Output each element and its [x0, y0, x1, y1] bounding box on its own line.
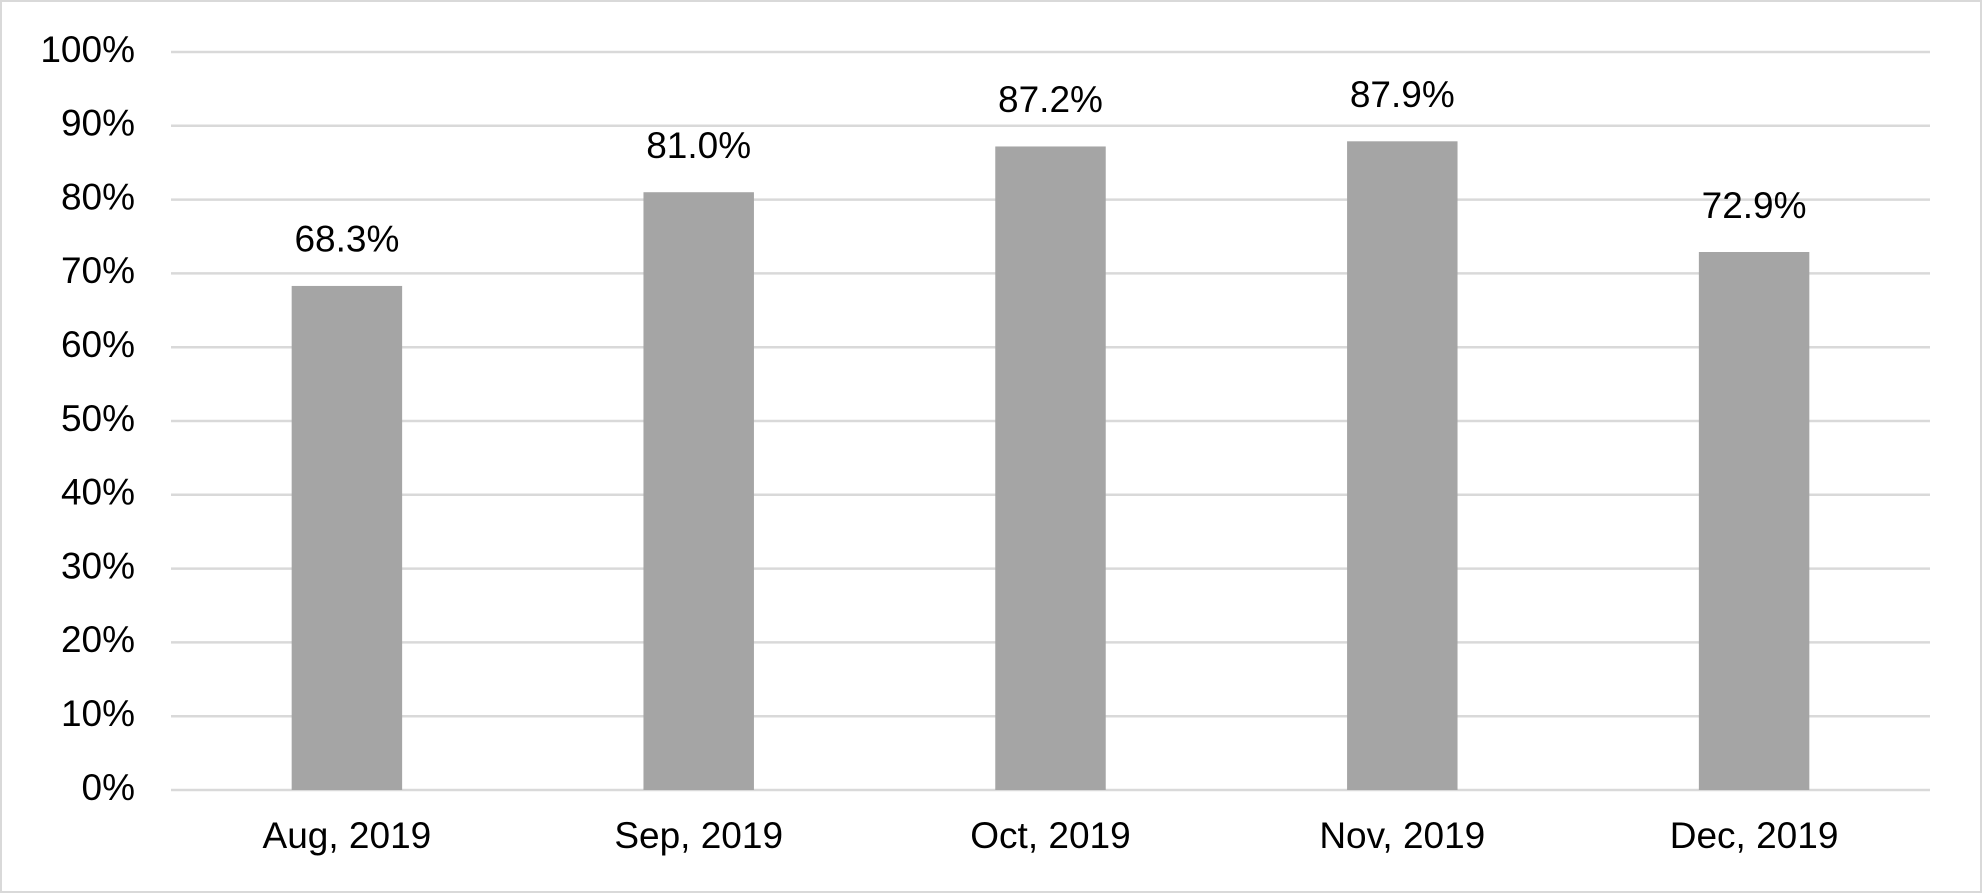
- value-label: 72.9%: [1702, 185, 1807, 226]
- y-tick-label: 60%: [61, 324, 135, 365]
- y-tick-label: 10%: [61, 693, 135, 734]
- value-label: 81.0%: [646, 125, 751, 166]
- bar: [995, 146, 1106, 791]
- x-tick-label: Dec, 2019: [1670, 815, 1839, 856]
- value-label: 68.3%: [294, 219, 399, 260]
- x-tick-label: Sep, 2019: [614, 815, 783, 856]
- y-tick-label: 20%: [61, 619, 135, 660]
- y-tick-label: 70%: [61, 250, 135, 291]
- y-tick-label: 90%: [61, 103, 135, 144]
- y-tick-label: 0%: [82, 767, 135, 808]
- value-label: 87.2%: [998, 79, 1103, 120]
- y-tick-label: 50%: [61, 398, 135, 439]
- y-tick-label: 100%: [40, 29, 135, 70]
- x-tick-label: Nov, 2019: [1319, 815, 1485, 856]
- bar: [643, 192, 754, 791]
- bar: [1347, 141, 1458, 791]
- bar: [1698, 251, 1810, 791]
- value-label: 87.9%: [1350, 74, 1455, 115]
- y-tick-label: 30%: [61, 545, 135, 586]
- x-tick-label: Oct, 2019: [970, 815, 1130, 856]
- bar: [291, 285, 403, 790]
- x-tick-label: Aug, 2019: [263, 815, 432, 856]
- y-tick-label: 40%: [61, 472, 135, 513]
- y-tick-label: 80%: [61, 176, 135, 217]
